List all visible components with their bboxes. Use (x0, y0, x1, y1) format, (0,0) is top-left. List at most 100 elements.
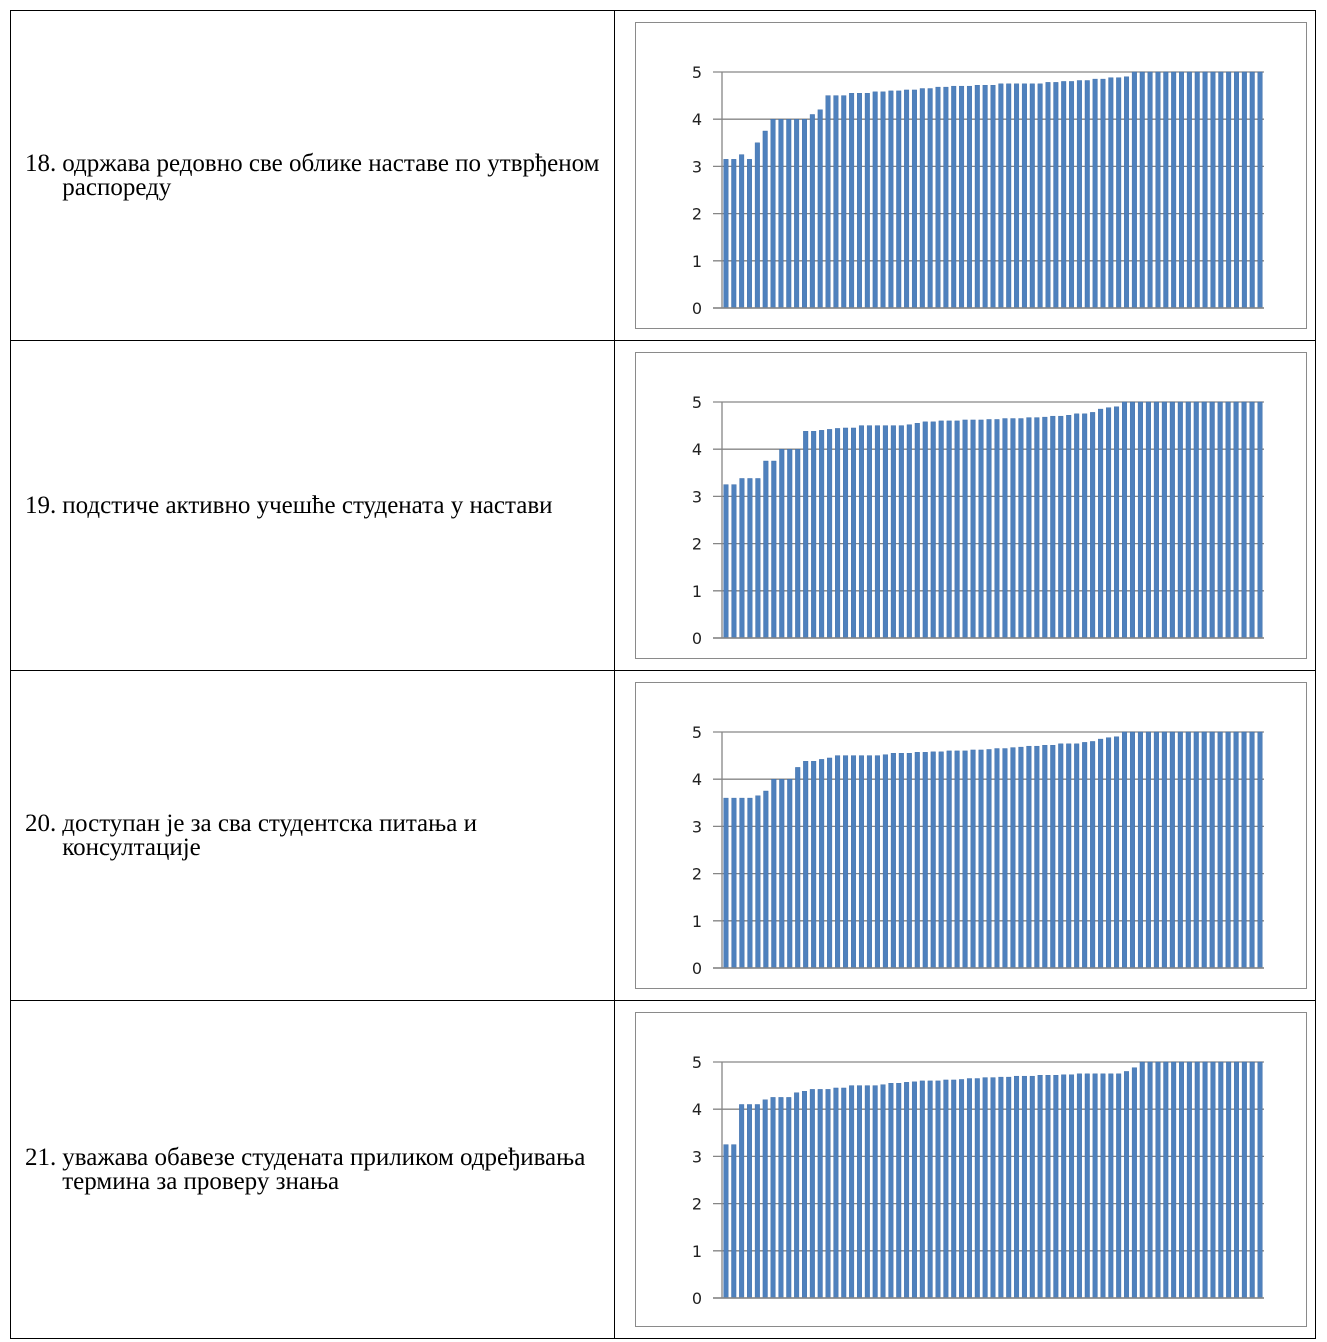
bar (1217, 731, 1223, 969)
bar (1090, 741, 1096, 969)
chart-cell: 0 1 2 3 4 5 (614, 340, 1316, 671)
bar (954, 750, 960, 969)
bar (1137, 731, 1143, 969)
bar (1100, 78, 1106, 309)
bar (723, 1144, 729, 1299)
bar (1163, 71, 1169, 309)
bar (890, 753, 896, 969)
table-row: 18. одржава редовно све облике наставе п… (10, 10, 1316, 341)
bar (1139, 1061, 1145, 1299)
bar (1209, 731, 1215, 969)
y-tick-label: 0 (692, 299, 702, 318)
bar (922, 752, 928, 969)
bar (935, 86, 941, 309)
bar (1129, 731, 1135, 969)
criterion-number: 20. (25, 809, 57, 837)
bar (866, 755, 872, 969)
bar (841, 95, 847, 309)
bar (938, 420, 944, 639)
bar (1163, 1061, 1169, 1299)
bar (1061, 81, 1067, 309)
y-tick-label: 5 (692, 723, 702, 742)
bar (1209, 401, 1215, 639)
bar (1233, 401, 1239, 639)
bar (1050, 745, 1056, 969)
chart-cell: 0 1 2 3 4 5 (614, 10, 1316, 341)
bar (914, 752, 920, 969)
bar (994, 748, 1000, 969)
bar (1037, 1075, 1043, 1299)
bar (1153, 731, 1159, 969)
y-tick-label: 4 (692, 440, 702, 459)
bar (1193, 401, 1199, 639)
bar (856, 1085, 862, 1299)
bar (906, 753, 912, 969)
bar (786, 1097, 792, 1299)
bar (864, 93, 870, 309)
bar (747, 478, 753, 639)
bar (882, 754, 888, 969)
bar (1147, 71, 1153, 309)
bar (1014, 1075, 1020, 1299)
bar (1002, 748, 1008, 969)
bar (1045, 82, 1051, 309)
table-row: 21. уважава обавезе студената приликом о… (10, 1000, 1316, 1339)
bar (990, 85, 996, 309)
y-tick-label: 4 (692, 1100, 702, 1119)
bar (794, 118, 800, 309)
bar (731, 159, 737, 309)
bar (1185, 401, 1191, 639)
bar (849, 1085, 855, 1299)
criterion-cell: 20. доступан је за сва студентска питања… (10, 670, 615, 1001)
y-tick-label: 1 (692, 1242, 702, 1261)
bar (1108, 77, 1114, 309)
bar (1114, 736, 1120, 969)
bar (1139, 71, 1145, 309)
bar (1241, 1061, 1247, 1299)
bar (763, 790, 769, 969)
bar (787, 448, 793, 639)
bar (982, 1077, 988, 1299)
bar (803, 761, 809, 969)
y-tick-label: 3 (692, 1147, 702, 1166)
bar (1029, 1075, 1035, 1299)
bar (833, 1087, 839, 1299)
bar (1116, 77, 1122, 309)
bar (833, 95, 839, 309)
bar (809, 114, 815, 309)
bar (1026, 745, 1032, 969)
y-tick-label: 4 (692, 770, 702, 789)
bar (1257, 1061, 1263, 1299)
bar (959, 1079, 965, 1299)
bar (1129, 401, 1135, 639)
bar (747, 797, 753, 969)
bar (943, 1079, 949, 1299)
bar (978, 749, 984, 969)
bar (986, 419, 992, 639)
bar (927, 88, 933, 309)
bar (1233, 731, 1239, 969)
bar (1006, 1076, 1012, 1299)
bar (843, 755, 849, 969)
bar (1050, 415, 1056, 639)
bar (803, 431, 809, 639)
bar (1124, 76, 1130, 309)
bar (874, 755, 880, 969)
bar (1100, 1073, 1106, 1299)
bar (858, 755, 864, 969)
criterion-cell: 21. уважава обавезе студената приликом о… (10, 1000, 615, 1339)
bar (954, 420, 960, 639)
bar (872, 1085, 878, 1299)
bar (946, 750, 952, 969)
bar (1226, 71, 1232, 309)
bar (1202, 71, 1208, 309)
criterion-cell: 18. одржава редовно све облике наставе п… (10, 10, 615, 341)
bar (849, 93, 855, 309)
bar (962, 419, 968, 639)
bar (1042, 745, 1048, 969)
y-tick-label: 5 (692, 63, 702, 82)
criterion-label: 20. доступан је за сва студентска питања… (11, 809, 614, 860)
criterion-number: 21. (25, 1143, 57, 1171)
bar (850, 427, 857, 639)
bar (835, 755, 841, 969)
